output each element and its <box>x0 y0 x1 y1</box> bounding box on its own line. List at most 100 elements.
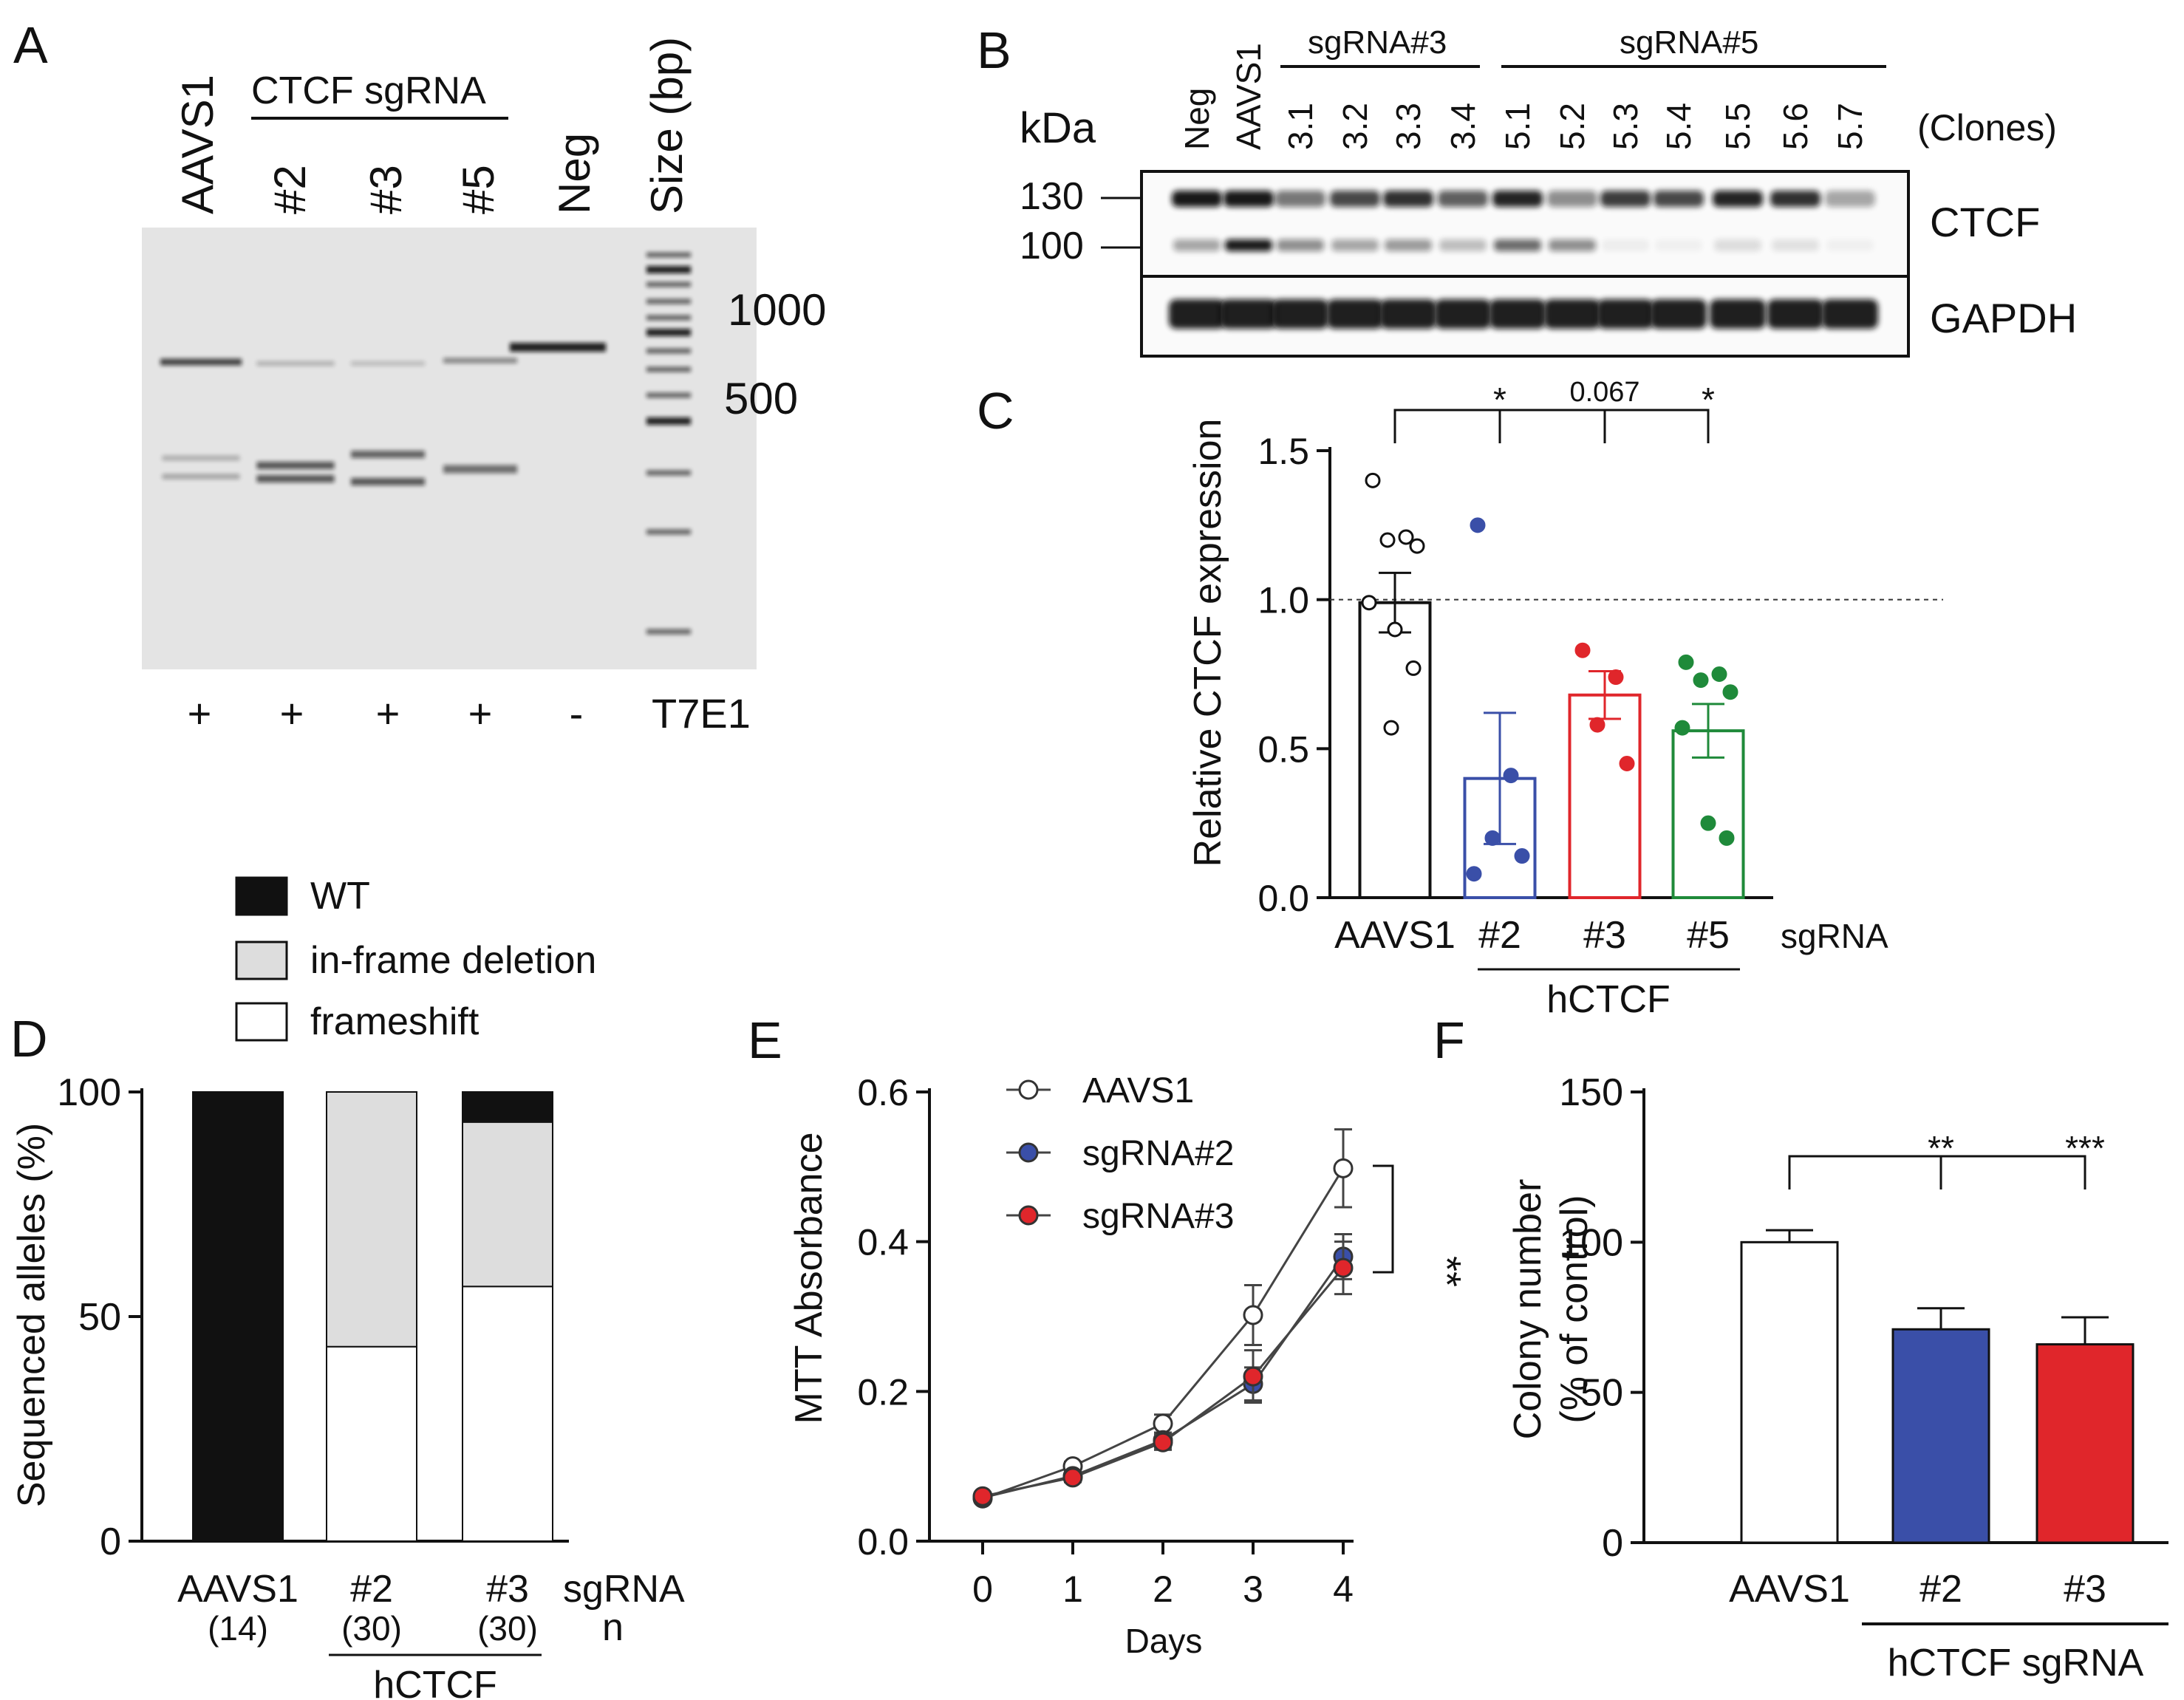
e-line-sgrna-3 <box>982 1267 1345 1498</box>
blot-band-ctcf-3 <box>1275 191 1325 207</box>
c-point-5-3 <box>1693 672 1709 689</box>
d-y-tick-label-100: 100 <box>57 1071 121 1114</box>
t7e1-signs: + + + + - <box>188 690 584 737</box>
chart-e: 0.0 0.2 0.4 0.6 0 1 2 3 4 ** <box>857 1072 1469 1610</box>
blot-lane-label-3-2: 3.2 <box>1336 103 1374 150</box>
c-y-tick-label-1-5: 1.5 <box>1257 431 1309 472</box>
c-bar-aavs1 <box>1358 601 1432 899</box>
blot-band-ctcf-lower-13 <box>1826 239 1874 251</box>
blot-band-gapdh-3 <box>1272 299 1328 329</box>
f-significance-1: ** <box>1928 1129 1954 1167</box>
gel-ladder-band-11 <box>646 470 691 476</box>
gel-band-3-parent <box>351 361 425 366</box>
blot-band-ctcf-lower-11 <box>1714 239 1761 251</box>
c-significance-1: * <box>1493 380 1506 419</box>
e-x-tick-label-2: 2 <box>1153 1568 1173 1610</box>
d-x-tick-label-3: #3 <box>486 1568 529 1611</box>
e-line-sgrna-2 <box>982 1256 1345 1499</box>
c-point-aavs1-8 <box>1383 720 1399 736</box>
panel-c: C Relative CTCF expression 0.0 0.5 1.0 1.5 A… <box>977 377 1943 1021</box>
c-group-label: hCTCF <box>1546 978 1671 1021</box>
d-xlabel-sgrna: sgRNA <box>563 1568 685 1611</box>
c-point-5-5 <box>1674 720 1690 736</box>
protein-label-ctcf: CTCF <box>1930 199 2040 245</box>
f-y-axis-title-line2: (% of control) <box>1553 1195 1596 1423</box>
d-bar-2-in-frame-deletion <box>326 1091 417 1348</box>
blot-band-gapdh-12 <box>1767 299 1823 329</box>
gel-band-aavs1-cleaved-2 <box>162 474 240 479</box>
blot-lane-label-neg: Neg <box>1178 88 1216 150</box>
t7e1-sign-4: + <box>468 690 493 737</box>
f-significance-2: *** <box>2065 1129 2105 1167</box>
blot-band-ctcf-2 <box>1224 191 1274 207</box>
blot-band-ctcf-5 <box>1383 191 1433 207</box>
size-marker-500: 500 <box>724 374 798 423</box>
c-point-2-2 <box>1503 768 1519 784</box>
gel-band-2-parent <box>256 361 335 366</box>
panel-letter-e: E <box>748 1011 782 1069</box>
gel-ladder-band-6 <box>646 329 691 336</box>
blot-band-ctcf-11 <box>1713 191 1763 207</box>
gel-ladder-band-2 <box>646 266 691 273</box>
legend-swatch-frameshift <box>235 1002 288 1042</box>
f-bar-aavs1 <box>1740 1240 1839 1544</box>
f-y-tick-label-0: 0 <box>1602 1522 1623 1565</box>
gel-lane-label-aavs1: AAVS1 <box>173 75 222 214</box>
d-group-label: hCTCF <box>373 1664 497 1700</box>
c-y-tick-label-0-0: 0.0 <box>1257 878 1309 919</box>
blot-band-gapdh-10 <box>1651 299 1707 329</box>
gel-ladder-band-8 <box>646 366 691 372</box>
f-x-tick-label-aavs1: AAVS1 <box>1729 1568 1850 1611</box>
e-point-sgrna-3-2 <box>1153 1432 1173 1452</box>
gel-band-aavs1-parent <box>160 358 242 366</box>
c-y-tick-label-1-0: 1.0 <box>1257 580 1309 621</box>
blot-band-ctcf-lower-5 <box>1385 239 1432 251</box>
panel-letter-c: C <box>977 382 1014 440</box>
gel-ladder-band-10 <box>646 417 691 425</box>
f-group-label: hCTCF sgRNA <box>1888 1642 2144 1684</box>
legend-label-inframe: in-frame deletion <box>310 939 596 982</box>
e-x-tick-label-1: 1 <box>1062 1568 1083 1610</box>
blot-band-ctcf-lower-7 <box>1494 239 1541 251</box>
c-point-5-6 <box>1700 815 1716 831</box>
e-x-tick-label-0: 0 <box>972 1568 993 1610</box>
f-y-tick-label-150: 150 <box>1559 1071 1623 1114</box>
d-x-tick-label-2: #2 <box>350 1568 393 1611</box>
c-significance-2: 0.067 <box>1569 377 1639 408</box>
e-y-tick-label-0-6: 0.6 <box>857 1072 909 1113</box>
panel-b: B kDa sgRNA#3 sgRNA#5 Neg AAVS1 3.1 3.2 3.3 3… <box>977 21 2077 358</box>
c-point-aavs1-1 <box>1365 472 1381 488</box>
panel-letter-a: A <box>13 16 48 74</box>
d-n-value-2: (30) <box>341 1609 402 1648</box>
blot-band-ctcf-6 <box>1438 191 1488 207</box>
gel-band-5-cleaved <box>443 465 517 474</box>
c-xlabel-sgrna: sgRNA <box>1781 917 1888 955</box>
e-x-axis-title: Days <box>1125 1622 1203 1660</box>
e-y-tick-label-0-0: 0.0 <box>857 1521 909 1563</box>
d-bar-3-wt <box>462 1091 553 1123</box>
blot-lane-label-aavs1: AAVS1 <box>1229 43 1268 150</box>
d-y-axis-title: Sequenced alleles (%) <box>10 1123 53 1507</box>
f-significance-bracket <box>1788 1155 2086 1189</box>
gel-ladder-band-5 <box>646 315 691 321</box>
blot-lane-labels: Neg AAVS1 3.1 3.2 3.3 3.4 5.1 5.2 5.3 5.4 5.5 5.6 5.… <box>1178 43 1869 150</box>
gel-lane-labels: AAVS1 #2 #3 #5 Neg Size (bp) <box>173 37 692 214</box>
e-significance-label: ** <box>1424 1256 1469 1287</box>
t7e1-sign-5: - <box>570 690 584 737</box>
blot-band-gapdh-5 <box>1380 299 1436 329</box>
blot-band-ctcf-lower-2 <box>1225 239 1272 251</box>
t7e1-sign-2: + <box>280 690 304 737</box>
e-legend-label-sgrna-3: sgRNA#3 <box>1082 1197 1234 1236</box>
e-x-tick-label-3: 3 <box>1243 1568 1263 1610</box>
gel-lane-label-neg: Neg <box>550 133 599 214</box>
c-point-aavs1-4 <box>1409 538 1425 554</box>
panel-letter-b: B <box>977 21 1011 79</box>
e-point-aavs1-4 <box>1333 1158 1354 1178</box>
d-legend: WT in-frame deletion frameshift <box>235 875 596 1043</box>
blot-band-gapdh-1 <box>1169 299 1225 329</box>
c-point-2-3 <box>1484 830 1501 846</box>
blot-lane-label-3-1: 3.1 <box>1281 103 1320 150</box>
c-point-5-7 <box>1719 830 1735 846</box>
blot-band-ctcf-lower-6 <box>1439 239 1487 251</box>
